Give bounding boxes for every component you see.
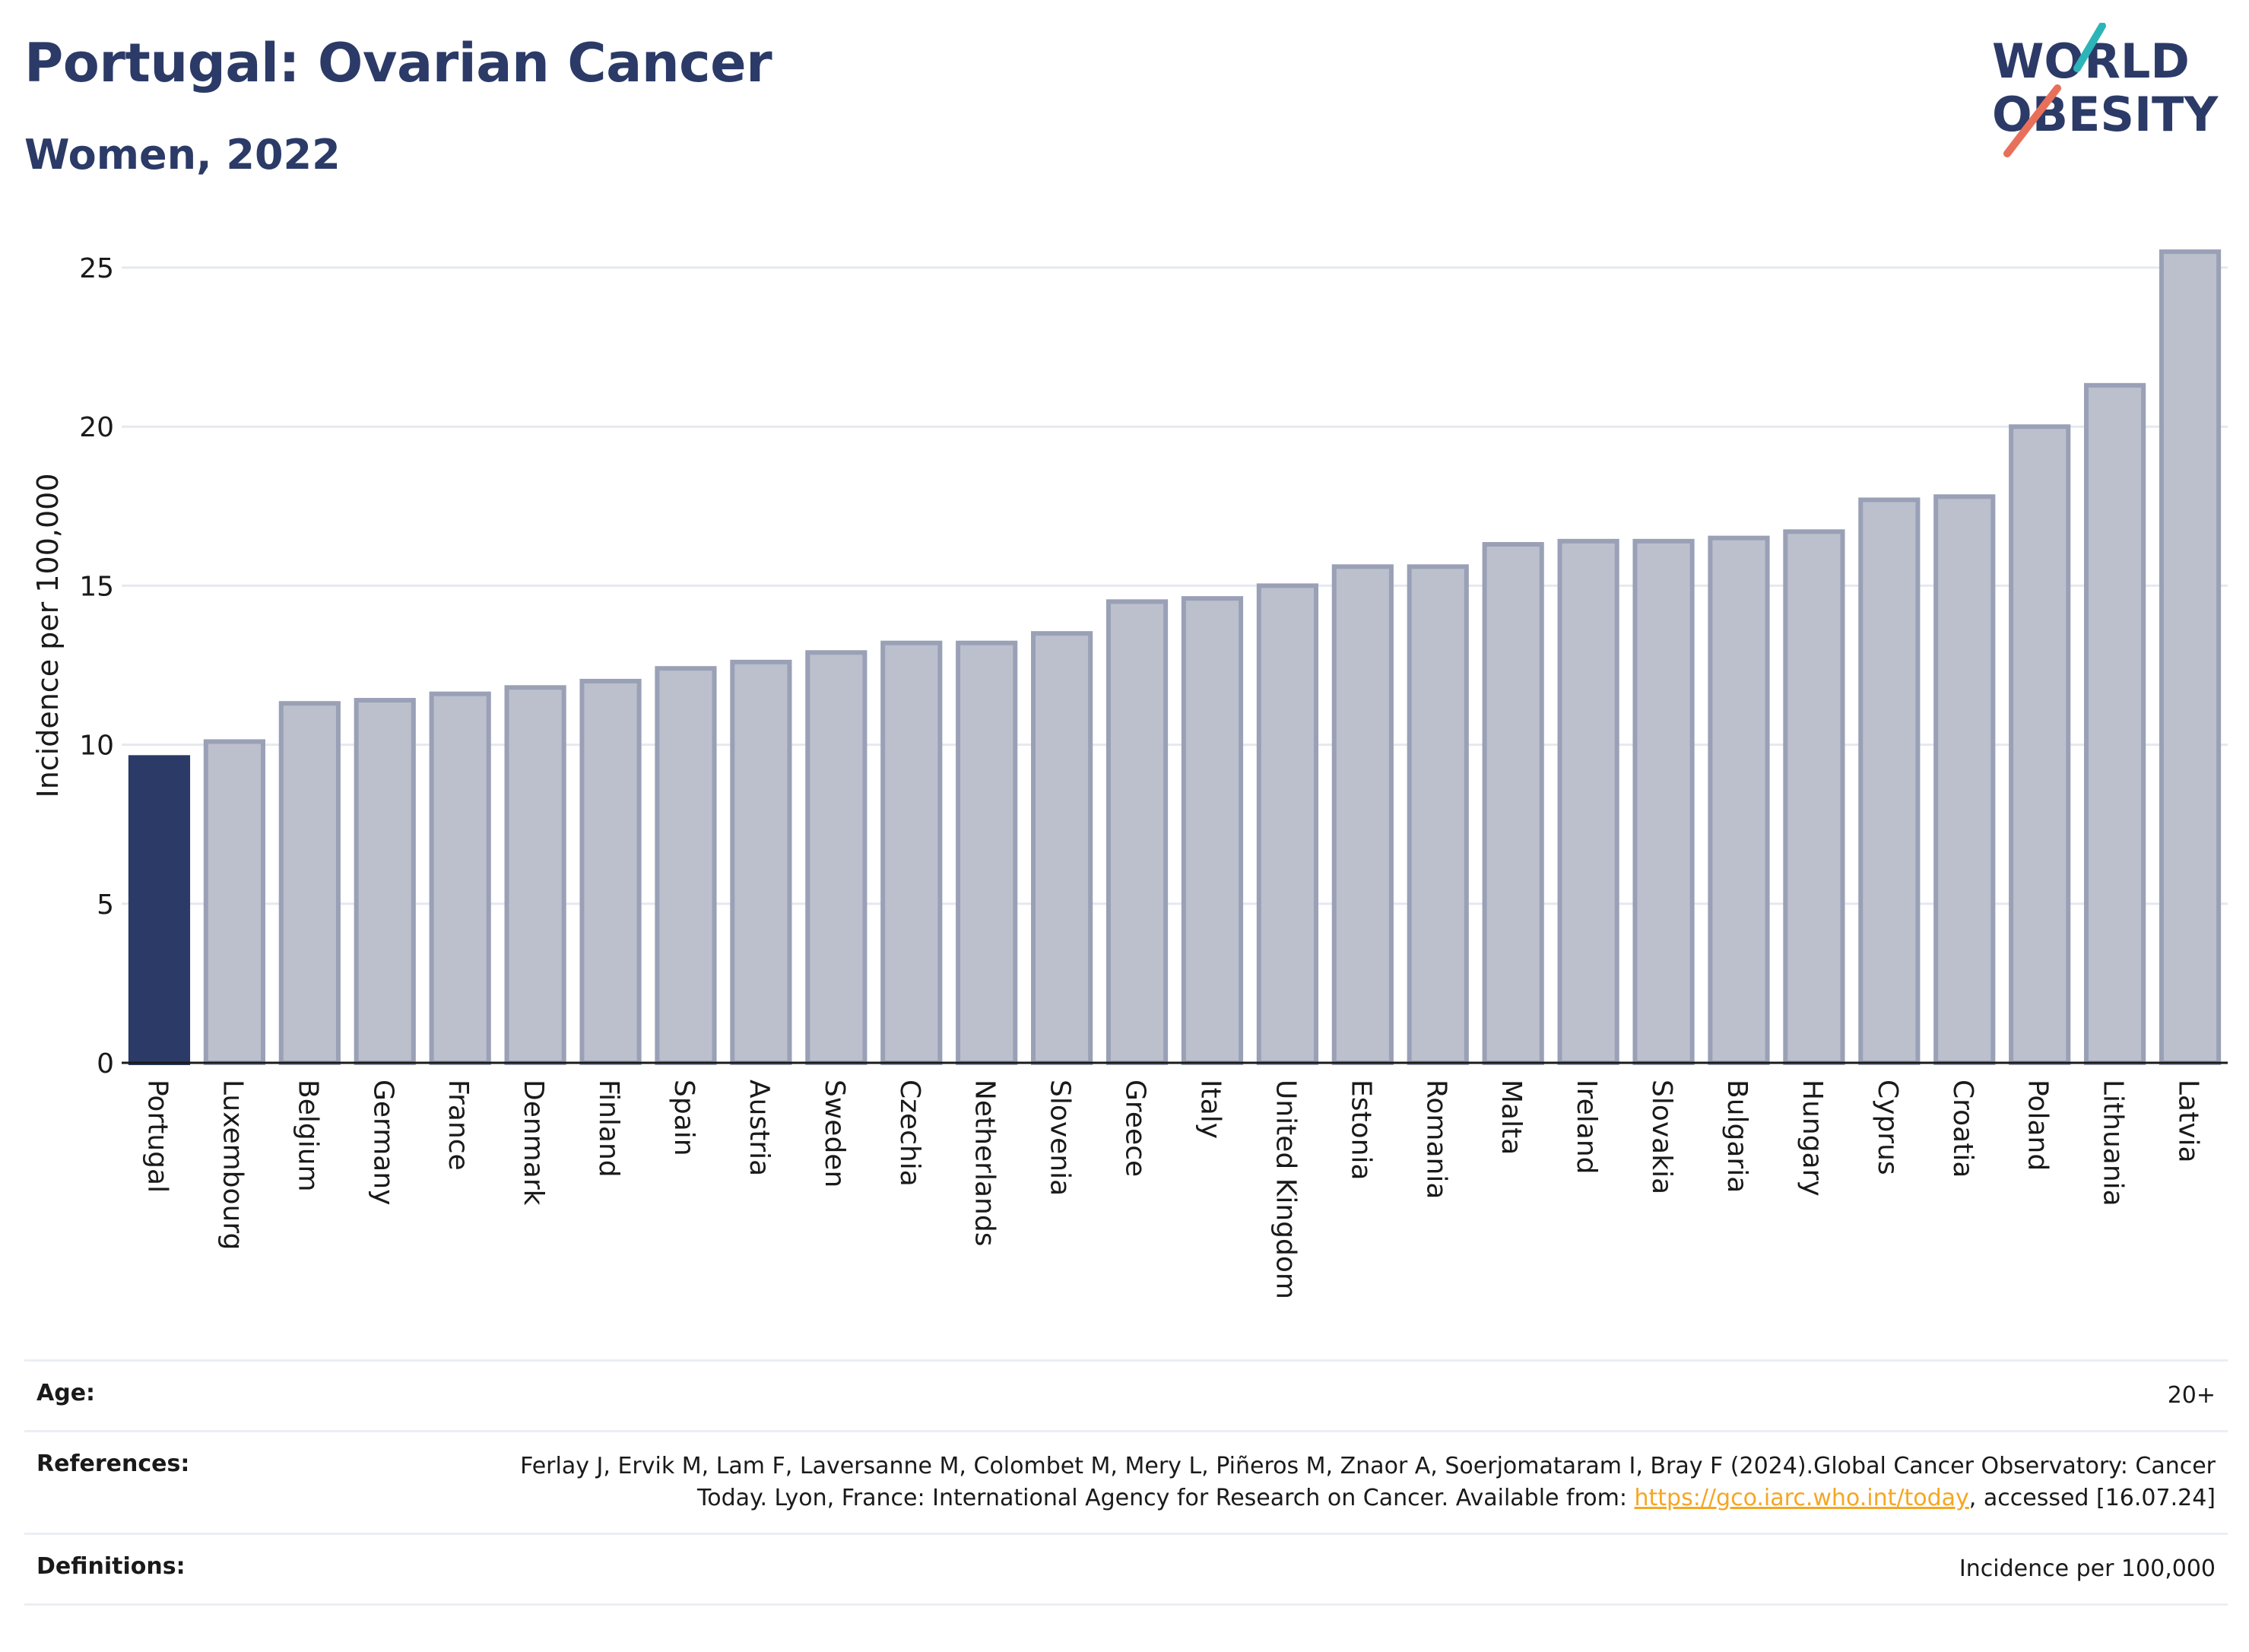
x-tick-label: Denmark bbox=[518, 1080, 549, 1206]
page-subtitle: Women, 2022 bbox=[24, 131, 341, 179]
y-tick-label: 10 bbox=[79, 731, 114, 762]
references-row: References: Ferlay J, Ervik M, Lam F, La… bbox=[24, 1430, 2228, 1533]
bar-chart: 0 5 10 15 20 25 Portugal Luxembourg Belgium Germ… bbox=[31, 249, 2228, 1299]
x-tick-label: Luxembourg bbox=[217, 1080, 248, 1250]
x-tick-label: Croatia bbox=[1947, 1080, 1978, 1178]
x-tick-label: Greece bbox=[1120, 1080, 1151, 1177]
bar-croatia bbox=[1933, 494, 1996, 1065]
x-tick-label: Latvia bbox=[2173, 1080, 2204, 1163]
x-tick-label: Austria bbox=[744, 1080, 775, 1176]
y-tick-label: 25 bbox=[79, 253, 114, 284]
x-tick-label: Lithuania bbox=[2098, 1080, 2129, 1206]
y-tick-label: 5 bbox=[97, 889, 114, 921]
x-tick-label: Slovakia bbox=[1646, 1080, 1677, 1194]
x-tick-label: Czechia bbox=[894, 1080, 925, 1187]
definitions-value: Incidence per 100,000 bbox=[1959, 1555, 2216, 1582]
logo-line2: OBESITY bbox=[1992, 87, 2219, 142]
bar-ireland bbox=[1557, 538, 1619, 1065]
x-tick-label: France bbox=[443, 1080, 474, 1171]
bar-malta bbox=[1482, 542, 1544, 1065]
bar-sweden bbox=[805, 650, 868, 1065]
bar-netherlands bbox=[956, 640, 1018, 1065]
age-row: Age: 20+ bbox=[24, 1359, 2228, 1430]
bar-greece bbox=[1105, 599, 1169, 1065]
y-tick-label: 0 bbox=[97, 1048, 114, 1080]
bar-czechia bbox=[880, 640, 943, 1065]
bar-italy bbox=[1181, 596, 1244, 1065]
references-label: References: bbox=[36, 1451, 190, 1477]
bar-estonia bbox=[1331, 564, 1394, 1065]
bar-spain bbox=[655, 666, 717, 1065]
y-axis-label: Incidence per 100,000 bbox=[31, 473, 65, 797]
y-tick-label: 20 bbox=[79, 412, 114, 443]
bar-luxembourg bbox=[203, 739, 265, 1066]
references-tail: , accessed [16.07.24] bbox=[1968, 1485, 2216, 1511]
bar-germany bbox=[354, 698, 416, 1065]
bar-denmark bbox=[504, 685, 566, 1066]
x-tick-label: Italy bbox=[1194, 1080, 1226, 1139]
x-tick-label: Bulgaria bbox=[1721, 1080, 1753, 1193]
bar-bulgaria bbox=[1708, 535, 1770, 1065]
definitions-label: Definitions: bbox=[36, 1553, 186, 1580]
x-tick-label: Hungary bbox=[1797, 1080, 1828, 1197]
logo-slash-coral bbox=[2003, 84, 2061, 157]
x-tick-label: Sweden bbox=[819, 1080, 850, 1187]
age-label: Age: bbox=[36, 1380, 96, 1406]
x-tick-label: United Kingdom bbox=[1270, 1080, 1301, 1299]
world-obesity-logo: WORLD OBESITY bbox=[1992, 23, 2219, 157]
x-tick-label: Finland bbox=[593, 1080, 624, 1178]
x-tick-label: Poland bbox=[2022, 1080, 2054, 1171]
page-title: Portugal: Ovarian Cancer bbox=[24, 32, 772, 94]
x-tick-label: Portugal bbox=[141, 1080, 173, 1193]
x-tick-label: Cyprus bbox=[1872, 1080, 1903, 1175]
info-table: Age: 20+ References: Ferlay J, Ervik M, … bbox=[24, 1359, 2228, 1606]
x-tick-label: Germany bbox=[367, 1080, 398, 1205]
y-tick-label: 15 bbox=[79, 571, 114, 602]
bar-lithuania bbox=[2084, 382, 2146, 1066]
bar-hungary bbox=[1783, 529, 1845, 1065]
bar-poland bbox=[2009, 424, 2071, 1065]
references-text: Ferlay J, Ervik M, Lam F, Laversanne M, … bbox=[520, 1453, 2216, 1511]
bar-finland bbox=[579, 678, 642, 1065]
x-tick-label: Slovenia bbox=[1045, 1080, 1076, 1196]
definitions-row: Definitions: Incidence per 100,000 bbox=[24, 1533, 2228, 1606]
x-tick-label: Spain bbox=[668, 1080, 699, 1156]
bar-austria bbox=[730, 659, 792, 1065]
bar-latvia bbox=[2159, 249, 2222, 1066]
age-value: 20+ bbox=[2167, 1382, 2216, 1409]
references-link[interactable]: https://gco.iarc.who.int/today bbox=[1634, 1485, 1969, 1511]
bar-belgium bbox=[278, 701, 341, 1065]
x-tick-label: Malta bbox=[1496, 1080, 1527, 1155]
x-tick-label: Belgium bbox=[292, 1080, 323, 1192]
bar-france bbox=[429, 691, 491, 1065]
bar-romania bbox=[1407, 564, 1469, 1065]
x-tick-label: Netherlands bbox=[969, 1080, 1001, 1246]
bar-slovakia bbox=[1632, 538, 1695, 1065]
x-tick-label: Ireland bbox=[1571, 1080, 1602, 1175]
logo-slash-teal bbox=[2073, 23, 2106, 72]
references-value: Ferlay J, Ervik M, Lam F, Laversanne M, … bbox=[467, 1451, 2216, 1514]
bar-cyprus bbox=[1858, 497, 1921, 1065]
bar-slovenia bbox=[1031, 631, 1093, 1065]
x-tick-label: Estonia bbox=[1345, 1080, 1376, 1181]
bar-portugal bbox=[128, 755, 191, 1065]
bar-united-kingdom bbox=[1256, 583, 1318, 1065]
x-tick-label: Romania bbox=[1420, 1080, 1451, 1199]
